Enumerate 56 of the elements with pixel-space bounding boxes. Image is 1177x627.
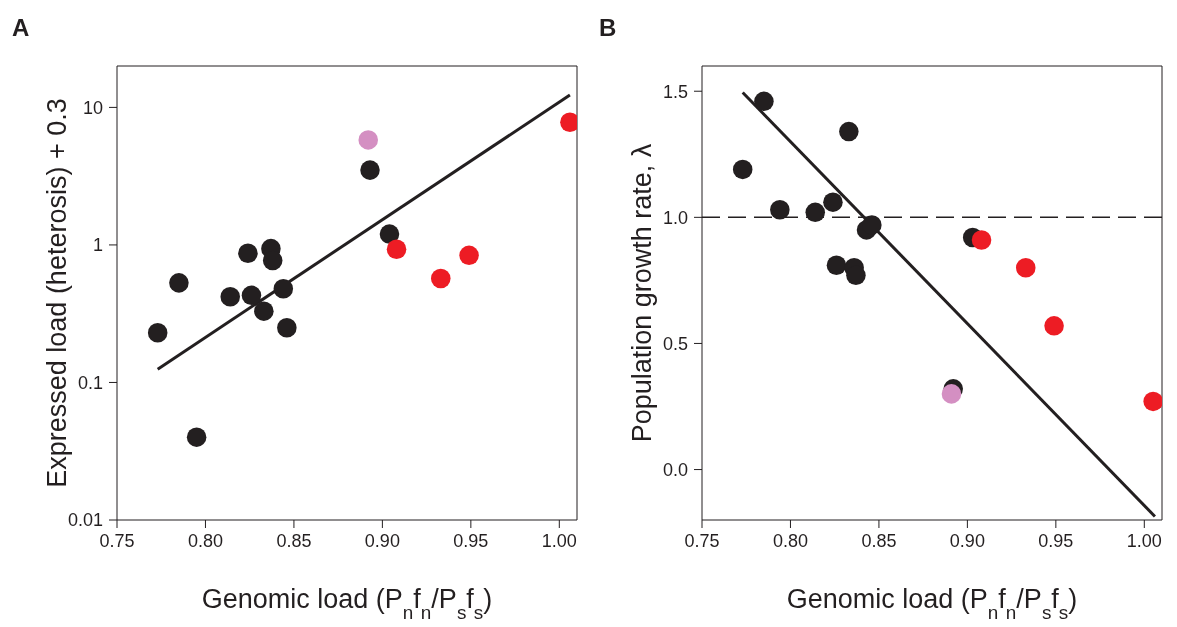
- x-tick-label: 1.00: [541, 530, 577, 551]
- point: [846, 265, 866, 286]
- text: Genomic load (P$_{n}$f$_{n}$/P$_{s}$f$_{s}$): [201, 584, 493, 623]
- x-tick-label: 0.85: [276, 530, 312, 551]
- point: [732, 159, 753, 180]
- x-tick-label: 0.95: [1038, 530, 1074, 551]
- point: [971, 230, 992, 250]
- point: [1044, 316, 1064, 336]
- y-axis-title: Population growth rate, λ: [627, 143, 657, 443]
- point: [386, 239, 407, 260]
- text: Genomic load (P$_{n}$f$_{n}$/P$_{s}$f$_{s}$): [786, 584, 1078, 623]
- point: [220, 287, 240, 307]
- point: [823, 192, 843, 212]
- point: [431, 268, 451, 289]
- y-tick-label: 1.0: [662, 207, 688, 228]
- point: [862, 215, 882, 235]
- point: [238, 243, 258, 264]
- point: [941, 384, 962, 404]
- y-tick-label: 1: [92, 235, 103, 256]
- y-tick-label: 0.01: [67, 510, 103, 531]
- point: [169, 273, 189, 293]
- point: [254, 301, 274, 321]
- point: [262, 250, 283, 271]
- y-axis-title: Expressed load (heterosis) + 0.3: [42, 98, 72, 488]
- x-tick-label: 1.00: [1126, 530, 1162, 551]
- x-tick-label: 0.90: [949, 530, 985, 551]
- point: [241, 285, 262, 306]
- y-tick-label: 0.5: [662, 333, 688, 354]
- chart-title: B: [599, 14, 617, 42]
- x-tick-label: 0.90: [364, 530, 400, 551]
- point: [360, 160, 380, 180]
- point: [1016, 258, 1036, 278]
- point: [459, 245, 479, 266]
- x-tick-label: 0.80: [772, 530, 808, 551]
- x-tick-label: 0.75: [99, 530, 135, 551]
- point: [186, 427, 207, 447]
- y-tick-label: 0.1: [77, 372, 103, 393]
- point: [805, 202, 825, 223]
- point: [754, 91, 774, 112]
- point: [770, 200, 790, 220]
- y-tick-label: 10: [82, 97, 103, 118]
- point: [358, 130, 378, 150]
- y-tick-label: 1.5: [662, 81, 688, 102]
- point: [379, 224, 400, 244]
- point: [826, 255, 847, 276]
- chart-title: A: [12, 14, 30, 42]
- point: [1143, 391, 1162, 412]
- point: [277, 317, 297, 338]
- x-tick-label: 0.85: [861, 530, 897, 551]
- x-tick-label: 0.80: [187, 530, 223, 551]
- x-tick-label: 0.75: [684, 530, 720, 551]
- point: [273, 279, 294, 299]
- y-tick-label: 0.0: [662, 459, 688, 480]
- x-tick-label: 0.95: [453, 530, 489, 551]
- point: [147, 322, 168, 343]
- point: [839, 121, 859, 142]
